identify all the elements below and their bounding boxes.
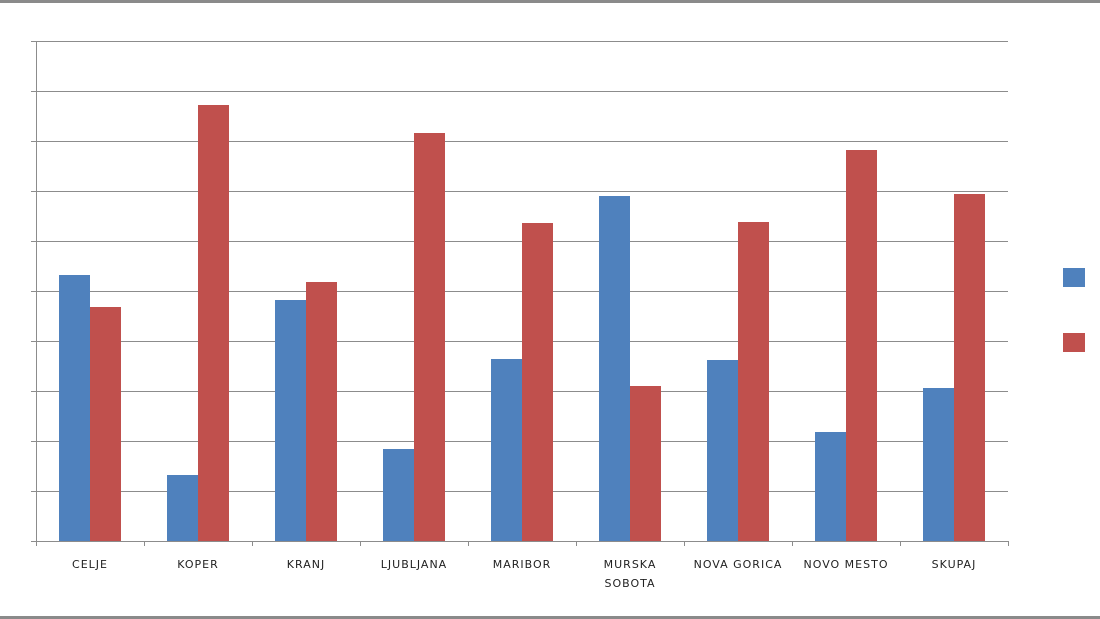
bar <box>90 307 121 541</box>
bar <box>491 359 522 541</box>
legend-swatch <box>1063 333 1085 352</box>
x-tick-label: NOVO MESTO <box>803 558 889 571</box>
bar <box>414 133 445 541</box>
bar <box>923 388 954 541</box>
bar <box>599 196 630 541</box>
bar <box>306 282 337 541</box>
bar <box>707 360 738 541</box>
x-tick-label: CELJE <box>72 558 108 571</box>
x-tick-label: MARIBOR <box>492 558 552 571</box>
bar <box>630 386 661 541</box>
x-tick-label: LJUBLJANA <box>380 558 448 571</box>
x-tick-label: KRANJ <box>286 558 326 571</box>
bar <box>275 300 306 541</box>
bar <box>738 222 769 541</box>
x-tick-label: NOVA GORICA <box>693 558 783 571</box>
x-tick-label: KOPER <box>177 558 219 571</box>
bar <box>846 150 877 541</box>
bottom-border <box>0 616 1100 619</box>
bar <box>59 275 90 541</box>
top-border <box>0 0 1100 3</box>
bar <box>522 223 553 541</box>
x-tick-label: MURSKA SOBOTA <box>603 558 657 590</box>
bar <box>954 194 985 541</box>
bar <box>383 449 414 541</box>
bar <box>198 105 229 541</box>
bar <box>167 475 198 541</box>
legend-swatch <box>1063 268 1085 287</box>
x-tick-label: SKUPAJ <box>931 558 977 571</box>
bar <box>815 432 846 541</box>
